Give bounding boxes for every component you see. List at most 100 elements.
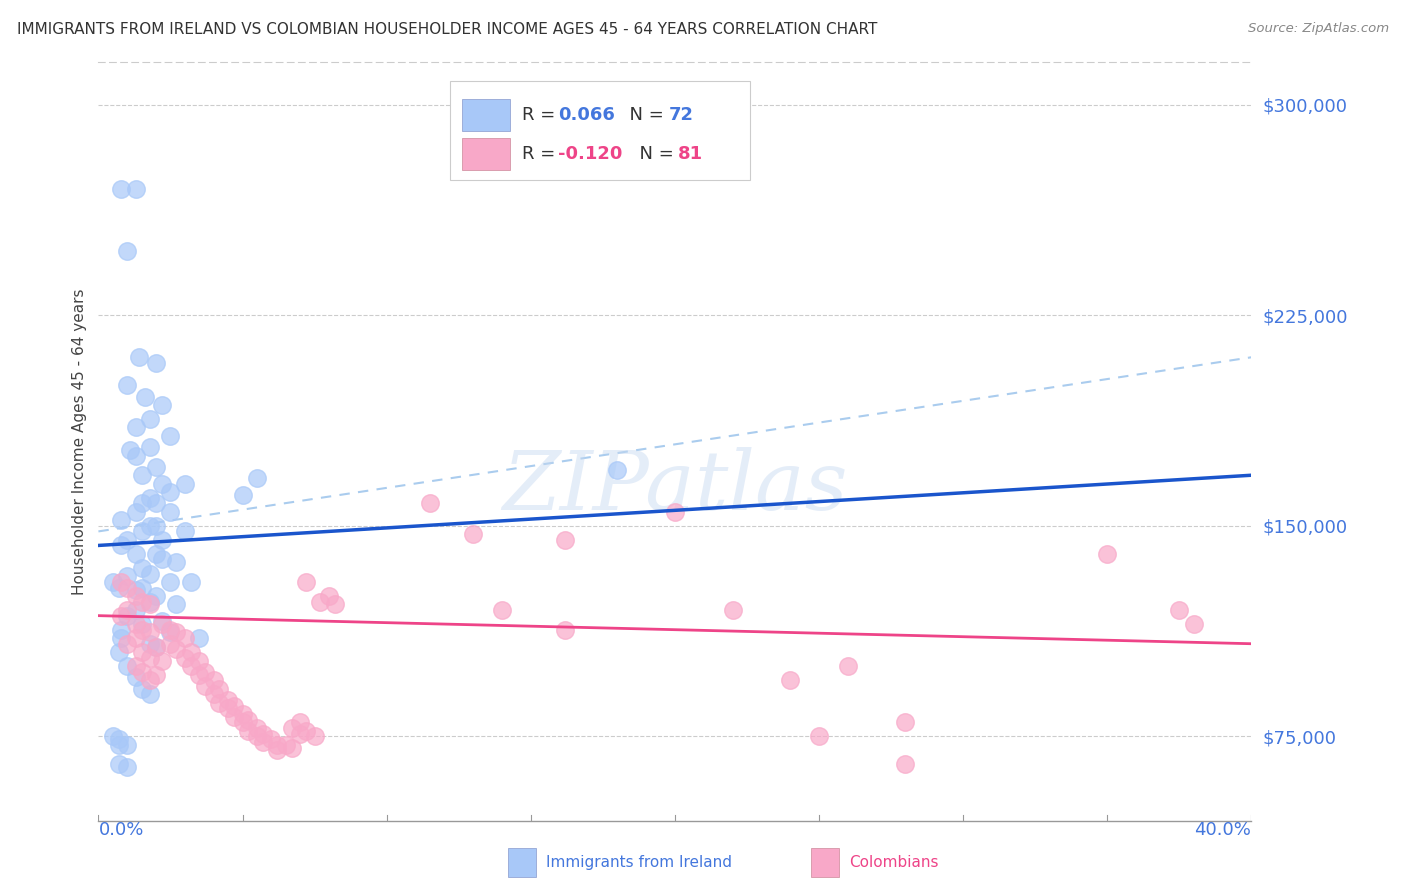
Point — [150, 398, 173, 412]
Point — [110, 538, 132, 552]
Point — [150, 533, 173, 547]
Point — [606, 462, 628, 476]
Point — [208, 696, 231, 710]
Point — [150, 617, 173, 632]
Point — [165, 598, 187, 612]
Point — [110, 513, 132, 527]
Point — [134, 390, 156, 404]
Point — [217, 693, 239, 707]
Point — [145, 496, 167, 510]
Point — [174, 650, 197, 665]
Point — [246, 471, 269, 485]
Point — [174, 631, 197, 645]
Text: 72: 72 — [669, 106, 695, 124]
Point — [139, 673, 162, 688]
Point — [165, 625, 187, 640]
Point — [194, 679, 217, 693]
Point — [159, 574, 181, 589]
Point — [165, 642, 187, 657]
Point — [107, 757, 129, 772]
Point — [139, 412, 162, 426]
Point — [808, 730, 831, 744]
Text: N =: N = — [619, 106, 669, 124]
Point — [145, 547, 167, 561]
Point — [1168, 603, 1191, 617]
Point — [194, 665, 217, 679]
Point — [107, 732, 129, 747]
FancyBboxPatch shape — [508, 848, 536, 877]
Point — [295, 574, 318, 589]
Point — [222, 710, 245, 724]
Point — [260, 732, 283, 747]
Point — [295, 723, 318, 738]
Point — [894, 757, 917, 772]
Point — [117, 637, 139, 651]
Point — [202, 687, 225, 701]
Point — [120, 442, 142, 457]
FancyBboxPatch shape — [450, 81, 749, 180]
Text: 40.0%: 40.0% — [1195, 821, 1251, 838]
Point — [125, 449, 148, 463]
Point — [145, 459, 167, 474]
Point — [491, 603, 513, 617]
Point — [323, 598, 346, 612]
Point — [107, 645, 129, 659]
Point — [117, 378, 139, 392]
FancyBboxPatch shape — [461, 99, 510, 130]
Point — [139, 687, 162, 701]
Text: Source: ZipAtlas.com: Source: ZipAtlas.com — [1249, 22, 1389, 36]
Point — [117, 659, 139, 673]
Point — [117, 533, 139, 547]
Point — [131, 681, 153, 696]
Text: R =: R = — [522, 106, 561, 124]
Point — [159, 623, 181, 637]
Y-axis label: Householder Income Ages 45 - 64 years: Householder Income Ages 45 - 64 years — [72, 288, 87, 595]
Point — [101, 730, 124, 744]
Point — [290, 726, 312, 740]
Text: Immigrants from Ireland: Immigrants from Ireland — [546, 855, 731, 870]
FancyBboxPatch shape — [811, 848, 839, 877]
Point — [280, 721, 302, 735]
Point — [159, 429, 181, 443]
Point — [131, 581, 153, 595]
Text: ZIPatlas: ZIPatlas — [502, 447, 848, 527]
Text: 0.0%: 0.0% — [98, 821, 143, 838]
Point — [246, 730, 269, 744]
Point — [145, 640, 167, 654]
Point — [131, 623, 153, 637]
Point — [238, 713, 260, 727]
Point — [202, 673, 225, 688]
Point — [110, 608, 132, 623]
Point — [266, 738, 288, 752]
Point — [139, 625, 162, 640]
Point — [461, 527, 484, 541]
Point — [222, 698, 245, 713]
Point — [131, 617, 153, 632]
Point — [165, 555, 187, 569]
Point — [159, 485, 181, 500]
Point — [125, 583, 148, 598]
Text: Colombians: Colombians — [849, 855, 939, 870]
Point — [252, 735, 274, 749]
Point — [139, 566, 162, 581]
Text: N =: N = — [627, 145, 679, 163]
Point — [139, 518, 162, 533]
Point — [174, 476, 197, 491]
Point — [266, 743, 288, 757]
Point — [150, 476, 173, 491]
Point — [117, 608, 139, 623]
Point — [125, 420, 148, 434]
Point — [290, 715, 312, 730]
Point — [150, 552, 173, 566]
Point — [274, 738, 297, 752]
Point — [1327, 617, 1350, 632]
Point — [188, 654, 211, 668]
Point — [145, 640, 167, 654]
Point — [131, 468, 153, 483]
Text: IMMIGRANTS FROM IRELAND VS COLOMBIAN HOUSEHOLDER INCOME AGES 45 - 64 YEARS CORRE: IMMIGRANTS FROM IRELAND VS COLOMBIAN HOU… — [17, 22, 877, 37]
Point — [117, 760, 139, 774]
Point — [131, 594, 153, 608]
Point — [139, 637, 162, 651]
Point — [1270, 603, 1292, 617]
Point — [238, 723, 260, 738]
